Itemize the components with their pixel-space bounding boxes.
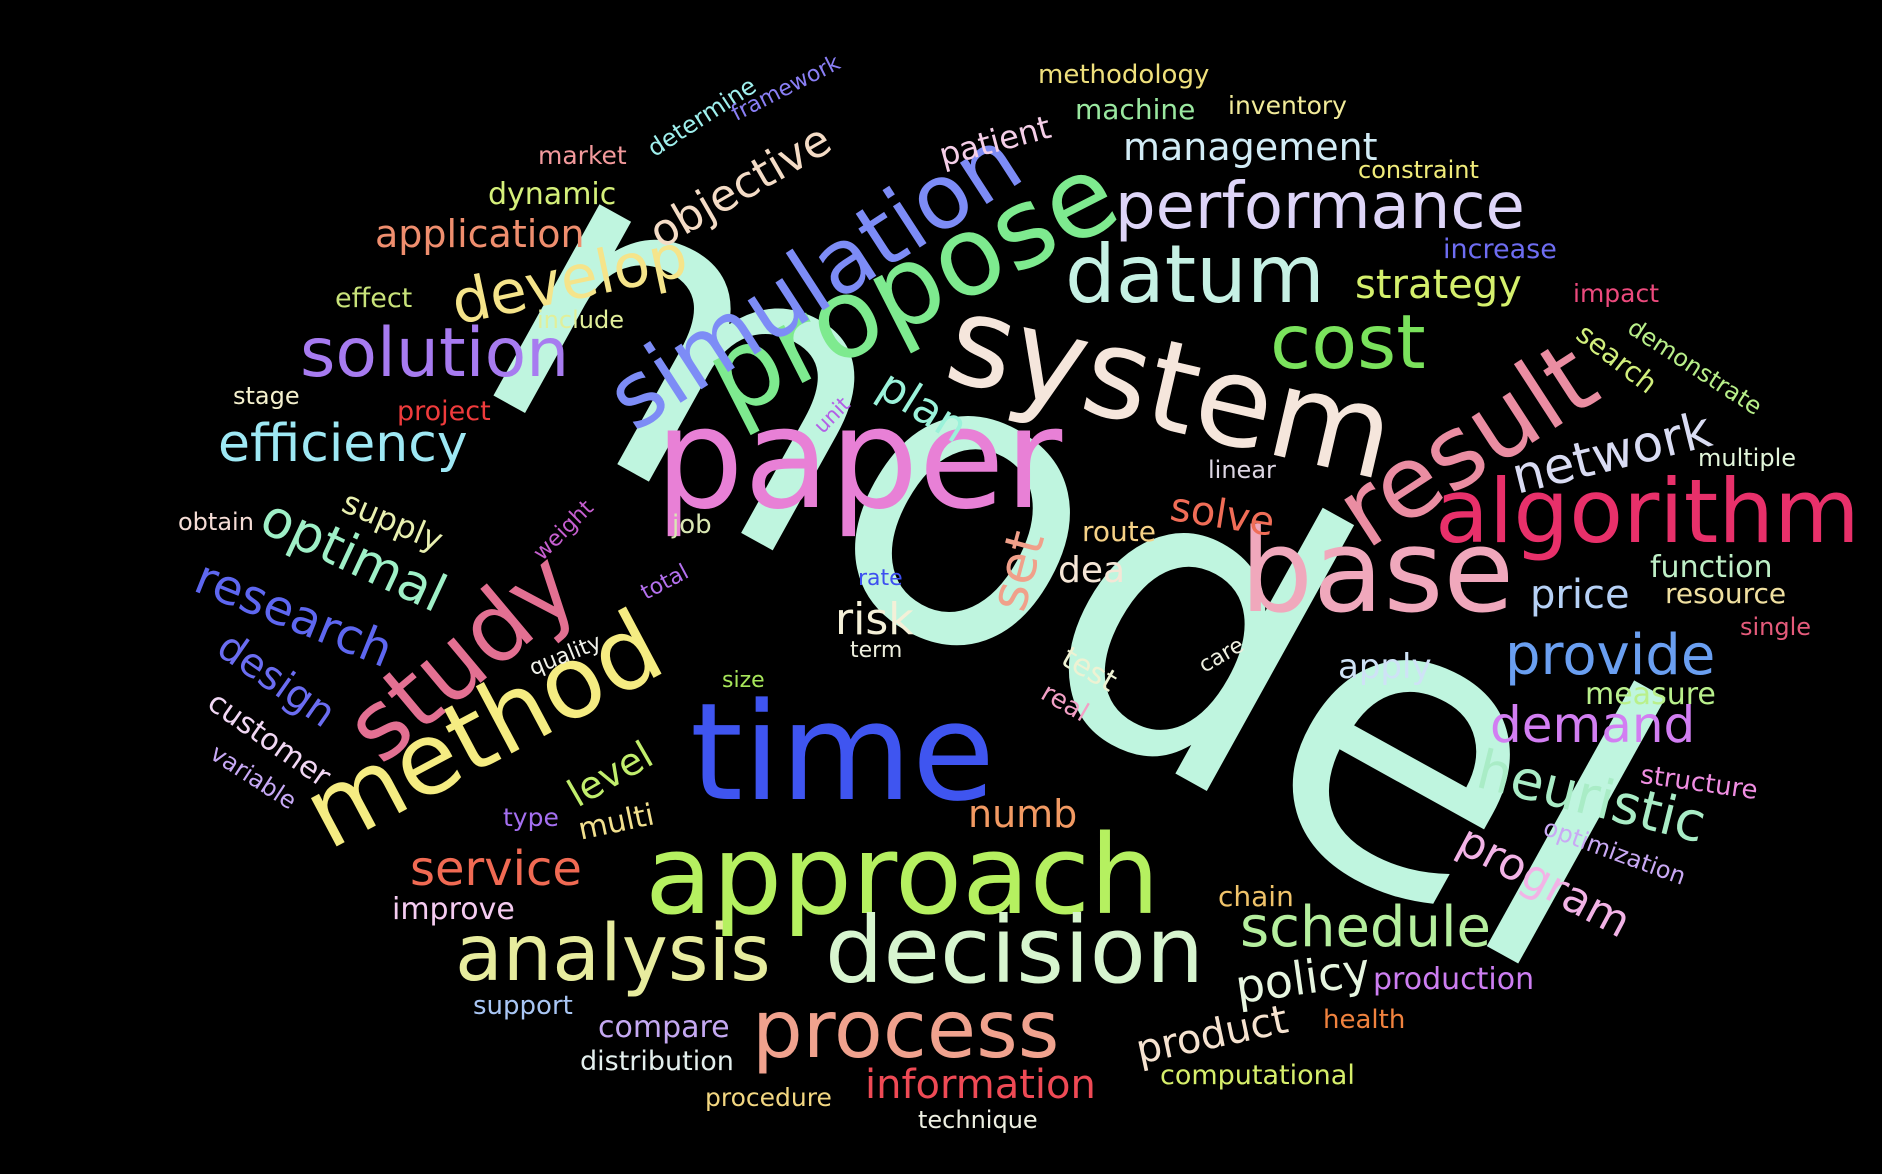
word-stage: stage [233, 382, 300, 410]
word-constraint: constraint [1358, 156, 1479, 184]
word-health: health [1323, 1005, 1406, 1035]
word-base: base [1240, 505, 1515, 639]
word-inventory: inventory [1228, 91, 1347, 120]
word-chain: chain [1218, 880, 1294, 913]
word-size: size [722, 668, 765, 693]
word-increase: increase [1443, 234, 1557, 265]
word-effect: effect [335, 283, 413, 314]
word-numb: numb [968, 792, 1078, 836]
word-schedule: schedule [1240, 895, 1491, 960]
word-decision: decision [825, 897, 1205, 1004]
word-service: service [410, 841, 582, 897]
word-production: production [1373, 962, 1535, 997]
word-project: project [397, 396, 491, 427]
word-approach: approach [645, 811, 1160, 939]
word-include: include [537, 306, 624, 334]
word-methodology: methodology [1038, 60, 1210, 90]
word-improve: improve [392, 892, 515, 927]
word-application: application [375, 212, 585, 256]
word-process: process [752, 983, 1060, 1076]
word-market: market [538, 141, 627, 170]
word-paper: paper [655, 378, 1063, 541]
word-performance: performance [1115, 170, 1525, 244]
word-price: price [1530, 572, 1630, 618]
word-distribution: distribution [580, 1046, 734, 1077]
word-job: job [672, 510, 712, 540]
word-algorithm: algorithm [1435, 460, 1860, 563]
word-procedure: procedure [705, 1083, 832, 1112]
word-datum: datum [1065, 228, 1325, 321]
word-time: time [690, 674, 996, 831]
word-single: single [1740, 613, 1812, 641]
word-dea: dea [1058, 550, 1126, 591]
word-technique: technique [918, 1106, 1038, 1134]
word-linear: linear [1208, 456, 1276, 484]
word-provide: provide [1505, 623, 1716, 688]
word-compare: compare [598, 1010, 730, 1045]
word-function: function [1650, 550, 1773, 585]
word-support: support [473, 991, 573, 1021]
word-term: term [850, 638, 903, 663]
word-machine: machine [1075, 93, 1196, 126]
word-strategy: strategy [1355, 262, 1522, 308]
word-analysis: analysis [455, 909, 771, 999]
word-efficiency: efficiency [218, 414, 468, 474]
word-dynamic: dynamic [488, 177, 617, 212]
word-cost: cost [1270, 298, 1426, 386]
word-demand: demand [1490, 696, 1696, 754]
word-risk: risk [835, 594, 914, 645]
word-impact: impact [1573, 279, 1660, 308]
word-multiple: multiple [1698, 444, 1797, 472]
word-computational: computational [1160, 1060, 1355, 1091]
word-apply: apply [1338, 647, 1432, 687]
word-resource: resource [1665, 577, 1787, 610]
word-rate: rate [858, 566, 903, 591]
word-solution: solution [300, 314, 570, 393]
word-route: route [1082, 515, 1156, 548]
word-obtain: obtain [178, 508, 254, 536]
word-type: type [503, 803, 559, 832]
word-management: management [1123, 125, 1378, 169]
word-information: information [865, 1062, 1096, 1108]
word-measure: measure [1585, 677, 1716, 712]
